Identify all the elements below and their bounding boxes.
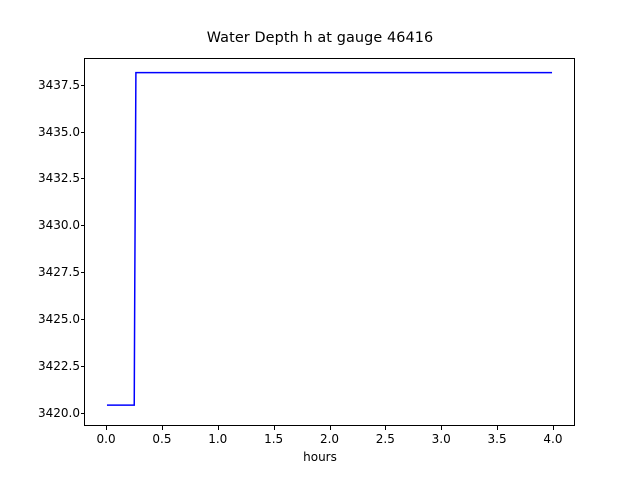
- x-tick-mark: [106, 426, 108, 430]
- y-tick-label: 3437.5: [38, 77, 80, 92]
- y-tick-mark: [80, 178, 84, 180]
- x-tick-label: 0.5: [152, 432, 172, 446]
- y-tick-label: 3432.5: [38, 171, 80, 186]
- y-tick-mark: [80, 84, 84, 86]
- series-line-h: [106, 71, 553, 406]
- y-tick-label: 3430.0: [38, 218, 80, 233]
- x-tick-label: 3.5: [487, 432, 507, 446]
- x-tick-label: 1.0: [208, 432, 228, 446]
- plot-axes: [84, 58, 575, 426]
- x-tick-label: 2.5: [375, 432, 395, 446]
- y-tick-mark: [80, 225, 84, 227]
- x-tick-mark: [441, 426, 443, 430]
- x-tick-mark: [497, 426, 499, 430]
- y-tick-label: 3427.5: [38, 265, 80, 280]
- x-tick-label: 3.0: [431, 432, 451, 446]
- y-tick-label: 3435.0: [38, 124, 80, 139]
- x-tick-label: 2.0: [319, 432, 340, 446]
- y-tick-mark: [80, 365, 84, 367]
- chart-title: Water Depth h at gauge 46416: [206, 30, 434, 46]
- y-tick-label: 3420.0: [38, 405, 80, 420]
- x-tick-label: 0.0: [96, 432, 116, 446]
- x-tick-label: 1.5: [264, 432, 284, 446]
- x-tick-mark: [552, 426, 554, 430]
- y-tick-label: 3425.0: [38, 311, 80, 326]
- y-tick-label: 3422.5: [38, 358, 80, 373]
- y-tick-mark: [80, 272, 84, 274]
- x-tick-mark: [161, 426, 163, 430]
- x-tick-mark: [385, 426, 387, 430]
- x-tick-label: 4.0: [543, 432, 563, 446]
- y-tick-mark: [80, 131, 84, 133]
- x-tick-mark: [217, 426, 219, 430]
- line-plot-svg: [106, 71, 553, 406]
- x-tick-mark: [273, 426, 275, 430]
- y-tick-mark: [80, 412, 84, 414]
- x-tick-mark: [329, 426, 331, 430]
- y-tick-mark: [80, 318, 84, 320]
- x-axis-label: hours: [303, 450, 337, 464]
